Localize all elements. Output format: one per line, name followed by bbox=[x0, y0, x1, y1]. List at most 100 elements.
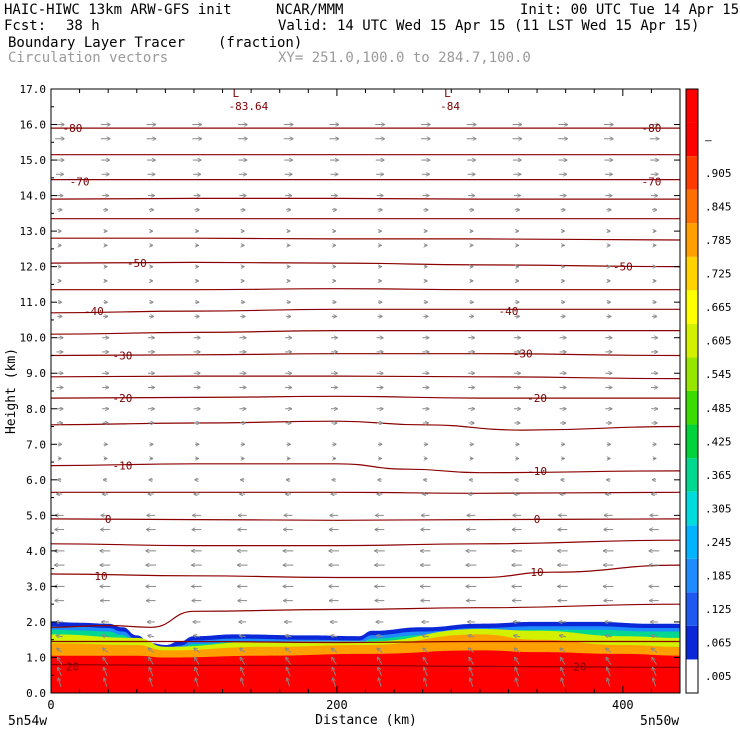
contour-label: 10 bbox=[530, 566, 543, 579]
y-tick-label: 12.0 bbox=[20, 261, 47, 274]
low-symbol: L bbox=[233, 87, 240, 100]
circulation-vector bbox=[652, 658, 657, 665]
valid-time: Valid: 14 UTC Wed 15 Apr 15 (11 LST Wed … bbox=[278, 18, 700, 34]
colorbar-frame bbox=[685, 88, 699, 694]
temperature-contour bbox=[51, 353, 680, 357]
temperature-contour bbox=[51, 564, 680, 579]
vector-field-title: Circulation vectors bbox=[8, 50, 169, 66]
temperature-contour bbox=[51, 640, 680, 644]
circulation-vector bbox=[514, 648, 521, 653]
temperature-contour bbox=[51, 329, 680, 335]
y-tick-label: 6.0 bbox=[26, 474, 46, 487]
circulation-vector bbox=[285, 635, 292, 636]
colorbar-label: .785 bbox=[705, 234, 732, 247]
circulation-vector bbox=[104, 667, 108, 677]
temperature-contour bbox=[51, 237, 680, 241]
colorbar-swatch bbox=[686, 592, 698, 626]
colorbar-label: – bbox=[705, 133, 712, 146]
circulation-vector bbox=[286, 658, 291, 665]
circulation-vector bbox=[331, 635, 338, 636]
colorbar-swatch bbox=[686, 223, 698, 257]
contour-label: 20 bbox=[66, 660, 79, 673]
contour-label: -50 bbox=[127, 257, 147, 270]
contour-labels: 20 20 10 10 0 0 -10 -10 -20 -20 -30 -30 -40 -40 -50 -50… bbox=[63, 87, 662, 673]
model-title: HAIC-HIWC 13km ARW-GFS init bbox=[4, 2, 232, 18]
colorbar-swatch bbox=[686, 89, 698, 123]
temperature-contour bbox=[51, 664, 680, 668]
contour-label: -10 bbox=[527, 465, 547, 478]
colorbar-label: .245 bbox=[705, 536, 732, 549]
y-tick-label: 11.0 bbox=[20, 296, 47, 309]
colorbar-swatch bbox=[686, 659, 698, 693]
temperature-contour bbox=[51, 420, 680, 431]
colorbar-swatch bbox=[686, 525, 698, 559]
circulation-vector bbox=[377, 648, 383, 653]
temperature-contour bbox=[51, 518, 680, 521]
contour-label: -30 bbox=[113, 349, 133, 362]
colorbar-swatch bbox=[686, 458, 698, 492]
circulation-vector bbox=[378, 658, 383, 665]
colorbar-swatch bbox=[686, 290, 698, 324]
y-tick-label: 2.0 bbox=[26, 616, 46, 629]
circulation-vector bbox=[149, 667, 154, 677]
circulation-vector bbox=[378, 678, 382, 687]
y-tick-label: 15.0 bbox=[20, 154, 47, 167]
circulation-vectors bbox=[55, 125, 660, 687]
forecast-hour: 38 h bbox=[66, 18, 100, 34]
contour-label: -20 bbox=[113, 392, 133, 405]
circulation-vector bbox=[58, 667, 62, 677]
circulation-vector bbox=[241, 667, 245, 677]
init-time: Init: 00 UTC Tue 14 Apr 15 bbox=[520, 2, 740, 18]
tracer-layer-0.9 bbox=[51, 650, 680, 693]
temperature-contour bbox=[51, 539, 680, 547]
colorbar-label: .665 bbox=[705, 301, 732, 314]
circulation-vector bbox=[515, 667, 520, 677]
colorbar-label: .485 bbox=[705, 402, 732, 415]
circulation-vector bbox=[469, 648, 475, 653]
tracer-fill bbox=[51, 621, 680, 693]
circulation-vector bbox=[194, 648, 200, 653]
field-units: (fraction) bbox=[218, 35, 303, 51]
circulation-vector bbox=[148, 635, 155, 636]
colorbar-label: .365 bbox=[705, 469, 732, 482]
contour-label: 0 bbox=[534, 513, 541, 526]
y-tick-label: 3.0 bbox=[26, 580, 46, 593]
forecast-label: Fcst: bbox=[4, 18, 47, 34]
colorbar-swatch bbox=[686, 156, 698, 190]
low-value: -83.64 bbox=[229, 100, 269, 113]
temperature-contour bbox=[51, 197, 680, 200]
circulation-vector bbox=[652, 667, 657, 677]
x-tick-label: 200 bbox=[326, 698, 348, 712]
temperature-contour bbox=[51, 395, 680, 399]
circulation-vector bbox=[240, 648, 246, 653]
temperature-contour bbox=[51, 491, 680, 494]
circulation-vector bbox=[516, 678, 519, 687]
circulation-vector bbox=[560, 635, 567, 636]
y-tick-label: 14.0 bbox=[20, 190, 47, 203]
temperature-contours bbox=[51, 127, 680, 668]
colorbar-swatch bbox=[686, 357, 698, 391]
temperature-contour bbox=[51, 288, 680, 291]
x-end-label-right: 5n50w bbox=[640, 714, 679, 729]
circulation-vector bbox=[195, 658, 200, 665]
circulation-vector bbox=[652, 648, 658, 653]
circulation-vector bbox=[150, 678, 153, 687]
y-tick-label: 7.0 bbox=[26, 438, 46, 451]
contour-label: -40 bbox=[84, 305, 104, 318]
circulation-vector bbox=[332, 667, 337, 677]
circulation-vector bbox=[103, 648, 109, 653]
colorbar: .005 .065 .125 .185 .245 .305 .365 .425 .485 .545… bbox=[685, 88, 732, 694]
circulation-vector bbox=[56, 635, 63, 636]
circulation-vector bbox=[514, 635, 521, 636]
colorbar-swatch bbox=[686, 189, 698, 224]
colorbar-label: .305 bbox=[705, 502, 732, 515]
circulation-vector bbox=[287, 678, 291, 687]
y-tick-label: 1.0 bbox=[26, 651, 46, 664]
x-tick-label: 400 bbox=[612, 698, 634, 712]
colorbar-swatch bbox=[686, 625, 698, 660]
contour-label: 0 bbox=[105, 513, 112, 526]
temperature-contour bbox=[51, 603, 680, 628]
y-tick-label: 16.0 bbox=[20, 119, 47, 132]
y-tick-label: 17.0 bbox=[20, 83, 47, 96]
